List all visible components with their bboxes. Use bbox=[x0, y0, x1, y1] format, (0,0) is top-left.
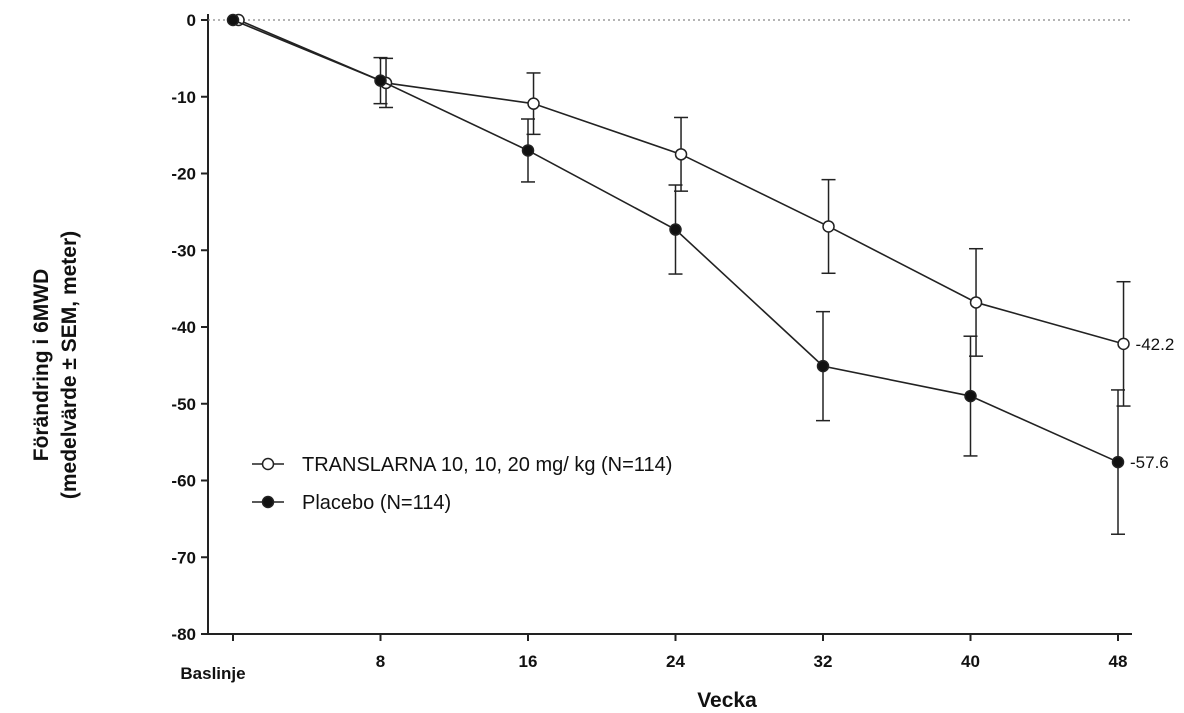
placebo-point bbox=[1111, 455, 1125, 469]
translarna-point bbox=[1117, 337, 1130, 351]
y-tick-label: -80 bbox=[171, 625, 196, 644]
y-tick-label: -40 bbox=[171, 318, 196, 337]
y-tick-label: 0 bbox=[187, 11, 196, 30]
placebo-point bbox=[226, 13, 240, 27]
end-value-label: -57.6 bbox=[1130, 453, 1169, 472]
y-tick-label: -50 bbox=[171, 395, 196, 414]
y-axis-label-line1: Förändring i 6MWD bbox=[30, 269, 53, 462]
y-tick-label: -70 bbox=[171, 548, 196, 567]
legend-entry-label: Placebo (N=114) bbox=[302, 492, 451, 514]
x-tick-label: 16 bbox=[519, 652, 538, 671]
translarna-point bbox=[527, 97, 540, 110]
y-tick-label: -20 bbox=[171, 165, 196, 184]
end-value-label: -42.2 bbox=[1136, 335, 1175, 354]
y-tick-label: -10 bbox=[171, 88, 196, 107]
x-tick-label: Baslinje bbox=[180, 664, 245, 683]
translarna-point bbox=[969, 296, 983, 309]
x-axis-label: Vecka bbox=[697, 689, 757, 712]
placebo-point bbox=[374, 74, 387, 87]
x-tick-label: 48 bbox=[1109, 652, 1128, 671]
x-tick-label: 40 bbox=[961, 652, 980, 671]
x-tick-label: 32 bbox=[814, 652, 833, 671]
x-tick-label: 24 bbox=[666, 652, 685, 671]
placebo-point bbox=[816, 359, 830, 373]
placebo-point bbox=[669, 223, 682, 236]
translarna-point bbox=[674, 148, 688, 161]
legend-marker bbox=[261, 495, 275, 509]
placebo-point bbox=[521, 144, 535, 157]
y-axis-label: Förändring i 6MWD (medelvärde ± SEM, met… bbox=[30, 231, 81, 499]
y-tick-label: -30 bbox=[171, 241, 196, 260]
y-axis-label-line2: (medelvärde ± SEM, meter) bbox=[58, 231, 81, 499]
placebo-point bbox=[964, 389, 977, 403]
legend-marker bbox=[261, 457, 275, 471]
y-tick-label: -60 bbox=[171, 472, 196, 491]
x-tick-label: 8 bbox=[376, 652, 385, 671]
translarna-point bbox=[822, 220, 835, 233]
legend: TRANSLARNA 10, 10, 20 mg/ kg (N=114) Plac… bbox=[252, 454, 672, 514]
plot-area: 0 -10 -20 -30 -40 -50 -60 -70 -80 Baslinje 8 16 24 32… bbox=[171, 11, 1174, 683]
legend-entry-label: TRANSLARNA 10, 10, 20 mg/ kg (N=114) bbox=[302, 454, 672, 476]
